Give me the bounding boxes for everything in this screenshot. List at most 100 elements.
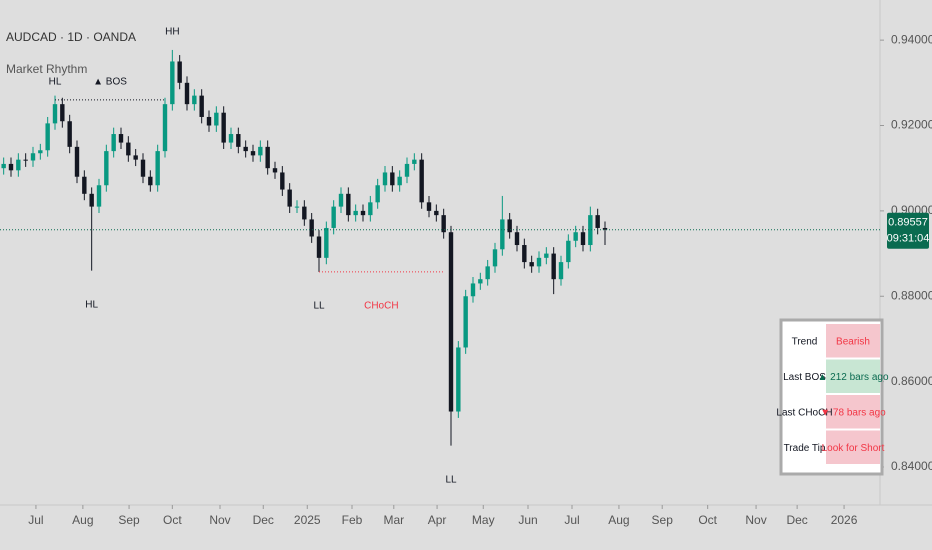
candle-body bbox=[250, 151, 256, 156]
candle-body bbox=[382, 172, 388, 186]
x-tick-label: Dec bbox=[253, 513, 274, 527]
candle-body bbox=[23, 159, 28, 161]
candle-body bbox=[426, 202, 432, 211]
table-label: Last CHoCH bbox=[776, 407, 832, 418]
x-tick-label: Nov bbox=[745, 513, 766, 527]
candle-body bbox=[580, 232, 586, 246]
candle-body bbox=[390, 172, 395, 186]
candle-body bbox=[558, 262, 564, 280]
annotation: HH bbox=[165, 27, 179, 38]
table-cell bbox=[783, 359, 826, 393]
candle-body bbox=[492, 249, 498, 267]
x-tick-label: Apr bbox=[428, 513, 447, 527]
y-tick-label: 0.88000 bbox=[891, 288, 932, 302]
table-value: ▲ 212 bars ago bbox=[817, 372, 888, 383]
y-tick-label: 0.84000 bbox=[891, 459, 932, 473]
candle-body bbox=[485, 266, 490, 280]
x-tick-label: Sep bbox=[652, 513, 674, 527]
x-tick-label: 2025 bbox=[294, 513, 321, 527]
table-cell bbox=[783, 395, 826, 429]
x-tick-label: May bbox=[472, 513, 495, 527]
candle-body bbox=[573, 232, 578, 241]
candle-body bbox=[82, 176, 87, 194]
candle-body bbox=[170, 61, 175, 105]
x-tick-label: Oct bbox=[163, 513, 182, 527]
candle-body bbox=[8, 163, 14, 171]
x-tick-label: Aug bbox=[608, 513, 629, 527]
table-label: Trend bbox=[792, 336, 818, 347]
x-tick-label: Feb bbox=[342, 513, 363, 527]
candle-body bbox=[316, 236, 322, 258]
candle-body bbox=[441, 215, 446, 233]
candle-body bbox=[470, 283, 476, 297]
candle-body bbox=[456, 347, 461, 412]
candle-body bbox=[551, 253, 556, 280]
candle-body bbox=[368, 202, 373, 216]
candle-body bbox=[192, 95, 197, 105]
candle-body bbox=[412, 159, 417, 164]
candle-body bbox=[346, 193, 351, 216]
candle-body bbox=[514, 232, 520, 246]
y-tick-label: 0.86000 bbox=[891, 374, 932, 388]
candle-body bbox=[133, 155, 138, 160]
candle-body bbox=[272, 168, 278, 173]
annotation: ▲ BOS bbox=[93, 77, 127, 88]
x-tick-label: Nov bbox=[209, 513, 230, 527]
candle-body bbox=[280, 172, 285, 190]
candle-body bbox=[404, 163, 410, 177]
candle-body bbox=[566, 240, 571, 263]
table-cell bbox=[826, 395, 880, 429]
candle-body bbox=[536, 257, 542, 267]
candle-body bbox=[104, 151, 109, 186]
annotation: HL bbox=[85, 299, 98, 310]
table-value: Bearish bbox=[836, 336, 870, 347]
candle-body bbox=[140, 159, 146, 177]
candle-body bbox=[507, 219, 512, 233]
countdown: 09:31:04 bbox=[887, 233, 930, 245]
x-tick-label: Sep bbox=[118, 513, 140, 527]
x-tick-label: Jun bbox=[518, 513, 537, 527]
table-cell bbox=[826, 324, 880, 358]
candle-body bbox=[206, 116, 212, 126]
candle-body bbox=[544, 253, 549, 258]
candle-body bbox=[463, 296, 468, 348]
candle-body bbox=[302, 206, 307, 220]
candle-body bbox=[96, 185, 102, 207]
candle-body bbox=[148, 176, 153, 186]
x-tick-label: Mar bbox=[383, 513, 404, 527]
candle-body bbox=[118, 134, 124, 143]
candle-body bbox=[338, 193, 344, 207]
table-cell bbox=[826, 359, 880, 393]
candle-body bbox=[529, 262, 534, 267]
table-cell bbox=[783, 324, 826, 358]
candle-body bbox=[52, 104, 58, 124]
candle-body bbox=[111, 134, 116, 152]
annotation: CHoCH bbox=[364, 301, 398, 312]
candle-body bbox=[478, 279, 483, 284]
candle-body bbox=[16, 159, 21, 171]
candle-body bbox=[74, 146, 80, 177]
candle-body bbox=[1, 163, 6, 169]
candle-body bbox=[214, 112, 219, 126]
candle-body bbox=[522, 245, 527, 263]
candle-body bbox=[419, 159, 424, 203]
candle-body bbox=[360, 210, 366, 216]
table-value: Look for Short bbox=[822, 443, 885, 454]
annotation: LL bbox=[445, 474, 457, 485]
candle-body bbox=[294, 206, 300, 208]
indicator-name: Market Rhythm bbox=[6, 62, 87, 76]
table-cell bbox=[826, 430, 880, 464]
candle-body bbox=[45, 123, 50, 151]
candle-body bbox=[89, 193, 94, 207]
candle-body bbox=[155, 151, 160, 186]
candle-body bbox=[221, 112, 226, 143]
table-cell bbox=[783, 430, 826, 464]
candle-body bbox=[67, 121, 72, 147]
y-tick-label: 0.94000 bbox=[891, 32, 932, 46]
candle-body bbox=[500, 219, 505, 250]
annotation: HL bbox=[49, 77, 62, 88]
x-tick-label: Oct bbox=[698, 513, 717, 527]
